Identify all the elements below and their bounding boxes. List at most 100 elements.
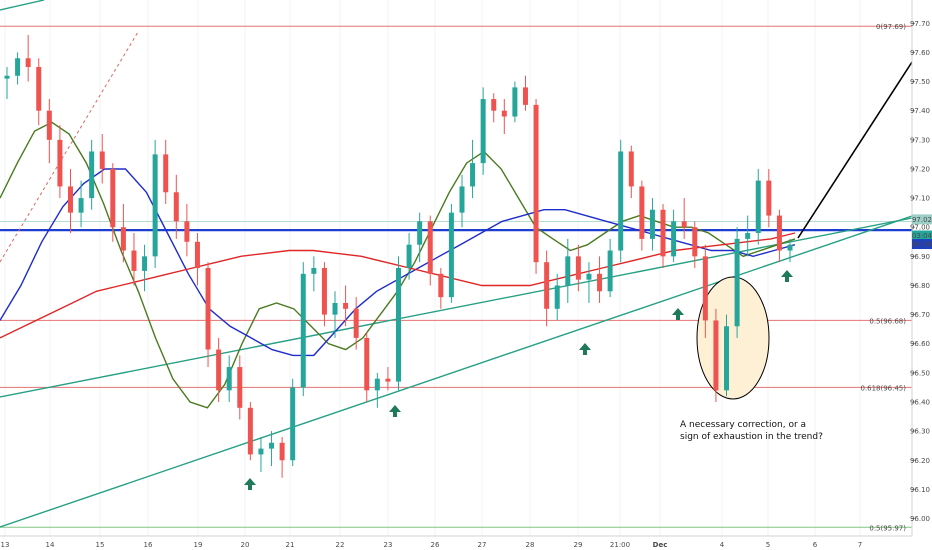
y-tick-label: 96.30 [910,428,930,436]
fib-level-label: 0.5(95.97) [869,524,906,532]
candle-body [396,268,401,382]
candle-body [491,99,497,111]
candle-body [269,442,275,449]
candle-body [120,227,126,251]
candle-body [522,87,528,105]
candle-body [258,448,264,455]
candle-body [184,221,190,242]
candle-body [57,139,63,187]
x-tick-label: 13 [1,541,10,549]
price-badge-label: 97.02 [912,216,932,224]
candle-body [660,209,666,257]
candle-body [533,104,539,263]
y-tick-label: 96.60 [910,340,930,348]
candle-body [681,221,687,228]
x-tick-label: 29 [574,541,583,549]
candle-body [364,337,370,391]
price-badge [912,239,932,250]
price-badge-label: 03:04 [912,232,932,240]
candle-body [25,58,31,67]
candle-body [4,75,10,79]
fib-level-label: 0(97.69) [876,23,906,31]
x-tick-label: 5 [766,541,770,549]
candle-body [78,198,84,213]
x-tick-label: 15 [96,541,105,549]
candle-body [427,221,433,274]
candle-body [448,212,454,298]
candle-body [406,244,412,268]
candle-body [607,250,613,292]
y-tick-label: 97.60 [910,49,930,57]
y-tick-label: 96.20 [910,457,930,465]
candle-body [290,387,296,461]
y-tick-label: 97.20 [910,165,930,173]
x-tick-label: Dec [653,541,668,549]
candle-body [15,58,21,76]
candle-body [618,151,624,251]
candle-body [501,110,507,117]
candle-body [417,221,423,245]
y-tick-label: 97.00 [910,224,930,232]
candle-body [649,209,655,239]
x-tick-label: 4 [720,541,725,549]
candle-body [279,442,285,461]
projection-line [797,61,913,239]
x-tick-label: 27 [478,541,487,549]
x-tick-label: 20 [241,541,250,549]
candle-body [142,256,148,271]
fib-level-label: 0.5(96.68) [869,317,906,325]
candle-body [237,367,243,408]
upper-trendline [0,217,913,398]
y-tick-label: 97.50 [910,78,930,86]
candle-body [36,67,42,111]
candle-body [67,186,73,213]
candle-body [597,273,603,292]
candle-body [745,233,751,239]
y-axis: 97.70 97.60 97.50 97.40 97.30 97.20 97.10 97.00… [910,0,930,536]
x-tick-label: 6 [813,541,818,549]
x-tick-label: 16 [144,541,153,549]
candle-body [692,227,698,257]
y-tick-label: 97.40 [910,107,930,115]
candle-body [173,192,179,222]
x-tick-label: 26 [431,541,440,549]
candle-body [766,180,772,216]
y-tick-label: 96.80 [910,282,930,290]
candle-body [671,221,677,257]
up-arrow-icon [389,405,401,417]
y-tick-label: 97.10 [910,195,930,203]
candle-body [300,273,306,388]
up-arrow-icon [781,270,793,282]
candle-body [554,285,560,309]
candle-body [46,110,52,140]
candle-body [755,180,761,234]
y-tick-label: 96.10 [910,486,930,494]
candle-body [131,250,137,271]
candle-body [734,238,740,327]
x-tick-label: 21:00 [610,541,630,549]
candle-body [321,268,327,315]
candle-body [565,256,571,286]
candle-body [713,320,719,391]
candle-body [438,273,444,298]
candle-body [152,154,158,257]
candle-body [374,378,380,391]
corner-trendline [0,0,45,11]
price-badge [912,230,932,241]
candle-body [385,378,391,382]
y-tick-label: 96.40 [910,399,930,407]
x-tick-label: 7 [858,541,862,549]
x-tick-label: 21 [286,541,295,549]
candle-body [247,407,253,455]
y-tick-label: 96.90 [910,253,930,261]
candle-body [628,151,634,187]
candle-body [787,244,793,251]
candle-body [512,87,518,117]
candle-body [544,262,550,309]
price-badge [912,214,932,225]
candle-body [459,186,465,213]
x-tick-label: 22 [336,541,345,549]
